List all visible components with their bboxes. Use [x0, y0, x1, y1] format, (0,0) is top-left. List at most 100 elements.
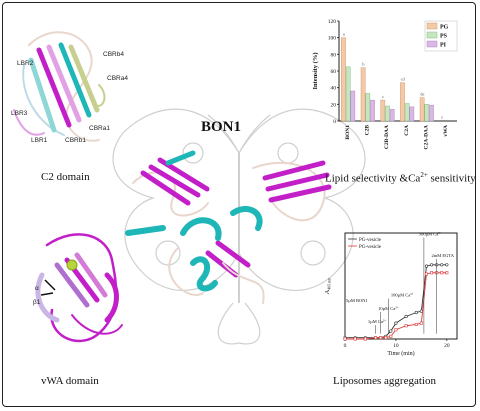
- line-point: [414, 310, 418, 315]
- bar-ps: [404, 103, 410, 122]
- bar-pg: [380, 99, 386, 122]
- line-point: [419, 321, 423, 325]
- caption-lipid-main: Lipid selectivity &Ca: [325, 172, 421, 185]
- metal-ion-sphere: [66, 259, 78, 271]
- bar-pg: [419, 97, 425, 122]
- line-point: [363, 337, 367, 341]
- line-y-axis-sub: 405 nm: [327, 277, 332, 290]
- line-point: [414, 322, 418, 326]
- line-point: [374, 336, 378, 340]
- main-title: BON1: [201, 119, 242, 135]
- line-x-tick-label: 10: [393, 343, 399, 349]
- line-point: [429, 263, 434, 267]
- caption-vwa-domain: vWA domain: [41, 375, 99, 387]
- bar-ps: [424, 104, 430, 122]
- line-annotation-sup: 2+: [438, 231, 442, 235]
- line-legend-label: PG-vesicle: [359, 238, 382, 243]
- bar-y-tick-label: 20: [331, 102, 337, 108]
- bar-y-tick-label: 40: [331, 86, 337, 92]
- c2-domain-structure: [13, 31, 106, 142]
- caption-liposomes-aggregation: Liposomes aggregation: [333, 375, 436, 387]
- bar-legend-swatch: [426, 31, 438, 39]
- bar-category-label: vWA: [443, 125, 449, 137]
- bar-category-label: BON1: [345, 125, 351, 140]
- line-annotation-sup: 2+: [410, 292, 414, 296]
- label-alpha: α: [35, 285, 39, 292]
- line-annotation-sup: 2+: [383, 319, 387, 323]
- bar-legend-swatch: [426, 40, 438, 48]
- bar-pi: [389, 109, 395, 122]
- label-lbr2: LBR2: [17, 60, 34, 67]
- lipid-bar-chart: 0 20 40 60 80 100 120 Intensity (%) a BON1 b C2B c C2…: [312, 19, 458, 149]
- line-point: [389, 334, 393, 338]
- line-point: [394, 321, 398, 325]
- bar-significance-label: b: [362, 62, 365, 67]
- bar-pg: [341, 37, 346, 122]
- caption-c2-domain: C2 domain: [41, 171, 90, 183]
- bar-legend-swatch: [426, 22, 438, 30]
- vwa-domain-structure: [35, 233, 123, 343]
- bar-significance-label: f: [441, 115, 443, 120]
- caption-lipid-selectivity: Lipid selectivity &Ca2+ sensitivity: [325, 171, 476, 185]
- label-beta1: β1: [33, 299, 41, 306]
- line-annotation: 2mM EGTA: [432, 253, 455, 258]
- line-annotation-sup: 2+: [395, 305, 399, 309]
- line-x-tick-label: 0: [344, 343, 347, 349]
- line-point: [424, 272, 428, 276]
- line-annotation: 1µM Ca2+: [368, 319, 386, 325]
- bar-legend-label: PS: [440, 34, 448, 40]
- bar-ps: [385, 105, 390, 122]
- line-point: [389, 329, 393, 333]
- line-annotation: 500µM Ca2+: [419, 231, 442, 237]
- bar-significance-label: de: [420, 92, 424, 97]
- line-point: [424, 264, 429, 268]
- caption-lipid-sup: 2+: [420, 171, 428, 179]
- line-point: [353, 337, 357, 341]
- line-point: [379, 336, 383, 340]
- line-point: [440, 263, 444, 267]
- bar-significance-label: cd: [401, 77, 406, 82]
- bar-pi: [370, 99, 375, 122]
- bon1-structure: [125, 150, 332, 304]
- line-point: [404, 314, 408, 319]
- bar-category-label: C2B: [365, 125, 371, 136]
- line-plot-frame: [344, 232, 458, 340]
- bar-y-tick-label: 80: [331, 52, 337, 58]
- caption-lipid-tail: sensitivity: [427, 172, 476, 185]
- bar-category-label: C2A: [404, 125, 410, 136]
- bar-significance-label: c: [382, 94, 384, 99]
- label-lbr1: LBR1: [31, 137, 48, 144]
- line-point: [440, 271, 444, 275]
- line-x-tick-label: 20: [444, 343, 450, 349]
- bar-category-label: C2A-DAA: [424, 125, 430, 149]
- label-lbr3: LBR3: [11, 110, 28, 117]
- line-point: [445, 263, 449, 267]
- line-point: [394, 328, 398, 332]
- label-cbrb4: CBRb4: [103, 51, 124, 58]
- line-point: [445, 271, 449, 275]
- bar-y-tick-label: 100: [328, 36, 337, 42]
- bar-pi: [350, 90, 356, 122]
- line-legend-label: PG-vesicle: [359, 245, 382, 250]
- label-cbrb1: CBRb1: [65, 137, 86, 144]
- label-cbra4: CBRa4: [107, 75, 128, 82]
- line-series-1: [345, 272, 447, 340]
- line-annotation: 100µM Ca2+: [391, 292, 414, 298]
- bar-significance-label: a: [343, 32, 345, 37]
- bar-pi: [429, 104, 434, 122]
- bar-y-tick-label: 60: [331, 69, 337, 75]
- bar-ps: [345, 66, 351, 122]
- line-point: [430, 271, 434, 275]
- line-point: [343, 337, 347, 341]
- bar-pi: [409, 106, 415, 122]
- label-cbra1: CBRa1: [89, 125, 110, 132]
- figure-frame: BON1 LBR2 CBRb4 CBRa4 LBR3 CBRa1 LBR1 CB…: [2, 2, 476, 407]
- aggregation-line-chart: 0 10 20 Time (min) A405 nm PG-vesicle PG-vesic…: [324, 231, 458, 357]
- line-x-axis-label: Time (min): [387, 350, 414, 357]
- bar-pg: [360, 67, 366, 122]
- bar-legend-label: PI: [440, 43, 447, 49]
- bar-category-label: C2B-DAA: [384, 125, 390, 149]
- bar-legend-label: PG: [440, 25, 449, 31]
- bar-ps: [365, 93, 371, 122]
- line-series-0: [345, 264, 447, 339]
